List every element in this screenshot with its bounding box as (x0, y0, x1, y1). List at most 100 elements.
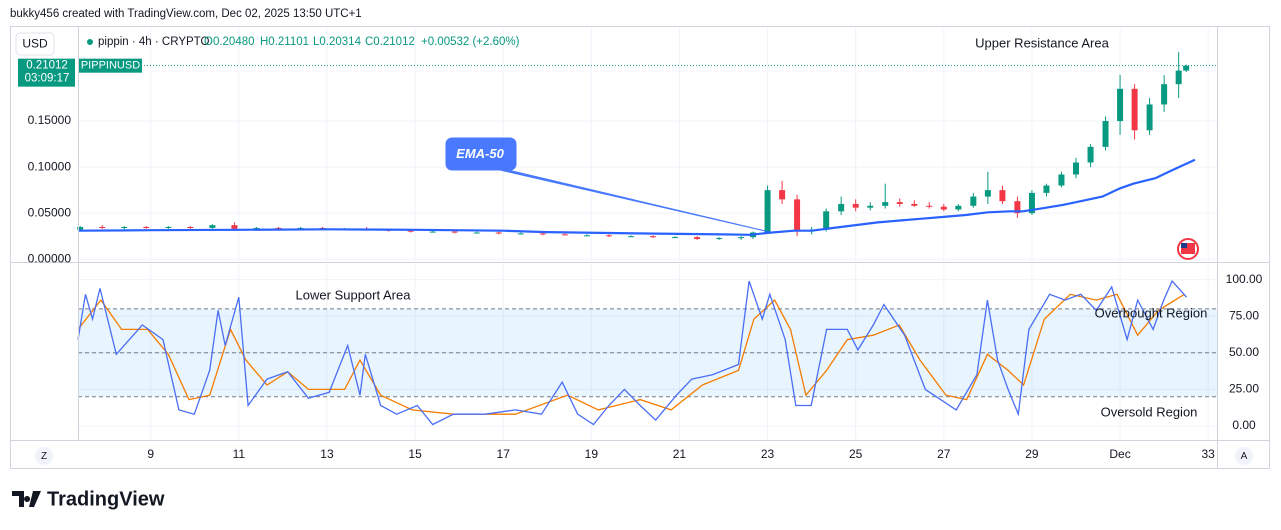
candle-body (764, 190, 771, 233)
candle-body (779, 190, 786, 200)
candle-body (650, 236, 657, 238)
candle-body (583, 235, 590, 237)
candle-body (165, 226, 172, 228)
legend-dot (87, 39, 93, 45)
candle-body (143, 226, 150, 228)
candle-body (627, 236, 634, 238)
annotation-upper: Upper Resistance Area (975, 35, 1109, 50)
annotation-oversold: Oversold Region (1101, 404, 1198, 419)
candle-body (1043, 185, 1050, 193)
candle-body (882, 202, 889, 206)
auto-button[interactable] (1235, 447, 1253, 465)
y2-tick-label: 50.00 (1229, 345, 1259, 359)
marks-layer (77, 51, 1217, 426)
x-tick-label: 13 (320, 447, 334, 461)
brand-name: TradingView (47, 488, 165, 510)
ema-line (77, 158, 1196, 236)
candle-body (838, 203, 845, 212)
rsi-line (77, 293, 1185, 415)
y-tick-label: 0.05000 (28, 205, 72, 219)
flag-icon (1177, 238, 1199, 260)
candle-body (896, 202, 903, 204)
candle-body (517, 233, 524, 235)
candle-body (451, 231, 458, 233)
legend-open: O0.20480 (204, 36, 255, 48)
ema-callout (445, 137, 773, 234)
candle-body (1146, 104, 1153, 131)
candle-body (1183, 65, 1190, 71)
x-tick-label: 19 (585, 447, 599, 461)
candle-body (1102, 121, 1109, 147)
candle-body (407, 230, 414, 232)
y2-tick-label: 25.00 (1229, 382, 1259, 396)
candle-body (1117, 88, 1124, 122)
candle-body (867, 205, 874, 208)
candle-body (926, 205, 933, 207)
candle-body (1014, 201, 1021, 214)
x-tick-label: 15 (408, 447, 422, 461)
last-price: 0.21012 (26, 60, 68, 72)
candle-body (561, 234, 568, 236)
currency-button[interactable] (15, 32, 55, 56)
candle-body (940, 206, 947, 210)
zoom-button[interactable] (35, 447, 53, 465)
x-tick-label: 25 (849, 447, 863, 461)
candle-body (253, 227, 260, 229)
candle-body (694, 237, 701, 239)
candle-body (1175, 70, 1182, 85)
x-tick-label: 9 (147, 447, 154, 461)
candle-body (539, 233, 546, 235)
x-tick-label: 21 (673, 447, 687, 461)
attribution: bukky456 created with TradingView.com, D… (10, 8, 362, 20)
x-tick-label: Dec (1109, 447, 1130, 461)
brand-logo (12, 491, 41, 507)
candle-body (1161, 84, 1168, 105)
y-tick-label: 0.15000 (28, 113, 72, 127)
last-price-tag (18, 58, 75, 87)
y-tick-label: 0.00000 (28, 251, 72, 265)
ticker: PIPPINUSD (81, 60, 140, 72)
y2-tick-label: 100.00 (1226, 272, 1263, 286)
candle-body (911, 203, 918, 206)
currency[interactable]: USD (22, 37, 48, 51)
rsi-line (77, 279, 1188, 426)
candle-body (716, 238, 723, 240)
annotation-overbought: Overbought Region (1095, 305, 1208, 320)
candle-body (1131, 88, 1138, 131)
x-tick-label: 17 (497, 447, 511, 461)
candle-body (1058, 174, 1065, 186)
candle-body (672, 237, 679, 239)
candle-body (852, 203, 859, 208)
candle-body (999, 190, 1006, 202)
brand: TradingView (12, 488, 165, 510)
candle-body (823, 211, 830, 230)
x-tick-label: 29 (1025, 447, 1039, 461)
candle-body (984, 190, 991, 197)
annotation-lower: Lower Support Area (296, 287, 412, 302)
countdown: 03:09:17 (25, 73, 70, 85)
candle-body (1087, 146, 1094, 163)
x-tick-label: 11 (233, 447, 246, 461)
zoom-label[interactable]: Z (41, 451, 47, 462)
candle-body (77, 226, 84, 230)
candle-body (187, 226, 194, 228)
y-tick-label: 0.10000 (28, 159, 72, 173)
candle-body (970, 196, 977, 206)
candle-body (794, 199, 801, 232)
legend-close: C0.21012 (365, 36, 415, 48)
chart-frame (10, 26, 1270, 469)
candle-body (1028, 192, 1035, 214)
candle-body (275, 227, 282, 229)
flag-body (1181, 243, 1195, 254)
auto-label[interactable]: A (1241, 451, 1248, 462)
flag-canton (1181, 243, 1187, 248)
candle-body (429, 231, 436, 233)
candle-body (121, 226, 128, 228)
candle-body (231, 225, 238, 229)
ema-callout-label: EMA-50 (456, 146, 504, 161)
y2-tick-label: 0.00 (1232, 418, 1256, 432)
legend-low: L0.20314 (313, 36, 362, 48)
legend-high: H0.21101 (260, 36, 309, 48)
